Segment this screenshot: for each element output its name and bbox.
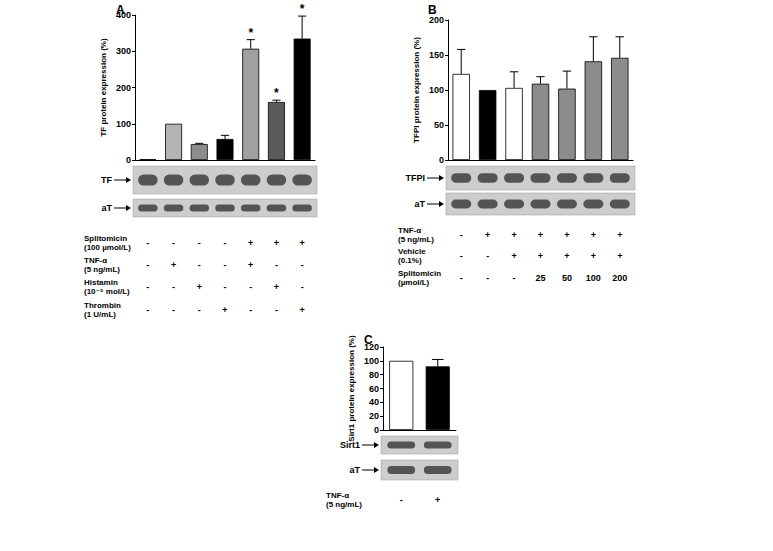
svg-text:TF: TF [101,175,112,185]
svg-text:B: B [428,3,437,17]
svg-text:200: 200 [612,273,627,283]
svg-text:+: + [538,230,543,240]
svg-text:60: 60 [369,384,379,394]
svg-text:-: - [275,260,278,270]
svg-text:+: + [171,260,176,270]
svg-text:-: - [460,251,463,261]
svg-text:-: - [224,282,227,292]
svg-text:-: - [198,305,201,315]
svg-text:+: + [435,495,440,505]
svg-text:(1 U/mL): (1 U/mL) [84,310,116,319]
svg-text:+: + [300,305,305,315]
svg-text:150: 150 [429,50,444,60]
svg-text:+: + [564,230,569,240]
svg-text:C: C [364,333,373,347]
svg-text:+: + [564,251,569,261]
svg-text:Thrombin: Thrombin [84,301,121,310]
svg-text:Sirt1: Sirt1 [340,440,360,450]
svg-text:+: + [591,230,596,240]
svg-text:50: 50 [562,273,572,283]
svg-text:-: - [172,305,175,315]
svg-text:*: * [248,26,253,40]
svg-text:-: - [224,260,227,270]
svg-text:(5 ng/mL): (5 ng/mL) [326,500,362,509]
svg-text:(µmol/L): (µmol/L) [398,278,430,287]
svg-text:aT: aT [349,465,360,475]
svg-text:100: 100 [364,356,379,366]
svg-text:(100 µmol/L): (100 µmol/L) [84,243,131,252]
svg-text:20: 20 [369,411,379,421]
svg-text:+: + [538,251,543,261]
svg-text:+: + [485,230,490,240]
svg-text:200: 200 [429,15,444,25]
svg-text:TNF-α: TNF-α [84,256,107,265]
svg-text:-: - [275,305,278,315]
svg-text:TNF-α: TNF-α [326,491,349,500]
svg-text:-: - [146,282,149,292]
svg-text:-: - [400,495,403,505]
svg-text:-: - [486,273,489,283]
svg-text:100: 100 [116,119,131,129]
svg-text:-: - [301,282,304,292]
svg-text:80: 80 [369,370,379,380]
svg-text:400: 400 [116,10,131,20]
svg-text:TF protein expression (%): TF protein expression (%) [99,38,108,137]
svg-text:0: 0 [374,425,379,435]
svg-text:-: - [172,282,175,292]
svg-text:aT: aT [414,199,425,209]
svg-text:-: - [460,273,463,283]
svg-text:(10⁻⁵ mol/L): (10⁻⁵ mol/L) [84,287,130,296]
svg-text:-: - [513,273,516,283]
svg-text:(5 ng/mL): (5 ng/mL) [398,235,434,244]
svg-text:-: - [146,260,149,270]
svg-text:-: - [172,238,175,248]
svg-text:+: + [591,251,596,261]
svg-text:+: + [617,251,622,261]
svg-text:-: - [249,305,252,315]
svg-text:100: 100 [429,85,444,95]
svg-text:-: - [460,230,463,240]
svg-text:(0.1%): (0.1%) [398,256,422,265]
svg-text:(5 ng/mL): (5 ng/mL) [84,265,120,274]
svg-text:0: 0 [439,155,444,165]
svg-text:-: - [486,251,489,261]
svg-text:-: - [146,238,149,248]
svg-text:+: + [274,238,279,248]
svg-text:aT: aT [101,203,112,213]
svg-text:*: * [274,86,279,100]
svg-text:Sirt1 protein expression (%): Sirt1 protein expression (%) [347,335,356,442]
svg-text:-: - [301,260,304,270]
svg-text:25: 25 [535,273,545,283]
svg-text:+: + [511,230,516,240]
svg-text:40: 40 [369,397,379,407]
svg-text:+: + [617,230,622,240]
svg-text:+: + [300,238,305,248]
svg-text:-: - [198,238,201,248]
svg-text:-: - [146,305,149,315]
svg-text:50: 50 [434,120,444,130]
svg-text:+: + [274,282,279,292]
svg-text:Splitomicin: Splitomicin [84,234,127,243]
svg-text:+: + [248,260,253,270]
svg-text:*: * [300,2,305,16]
svg-text:100: 100 [586,273,601,283]
svg-text:120: 120 [364,342,379,352]
svg-text:+: + [222,305,227,315]
svg-text:-: - [249,282,252,292]
svg-text:TFPI: TFPI [406,173,426,183]
svg-text:-: - [224,238,227,248]
svg-text:+: + [197,282,202,292]
svg-text:-: - [198,260,201,270]
svg-text:200: 200 [116,83,131,93]
svg-text:TFPI protein expression (%): TFPI protein expression (%) [412,37,421,143]
svg-text:300: 300 [116,46,131,56]
svg-text:TNF-α: TNF-α [398,226,421,235]
svg-text:+: + [511,251,516,261]
svg-text:Vehicle: Vehicle [398,247,426,256]
svg-text:Histamin: Histamin [84,278,118,287]
svg-text:+: + [248,238,253,248]
svg-text:Splitomicin: Splitomicin [398,269,441,278]
svg-text:0: 0 [126,155,131,165]
